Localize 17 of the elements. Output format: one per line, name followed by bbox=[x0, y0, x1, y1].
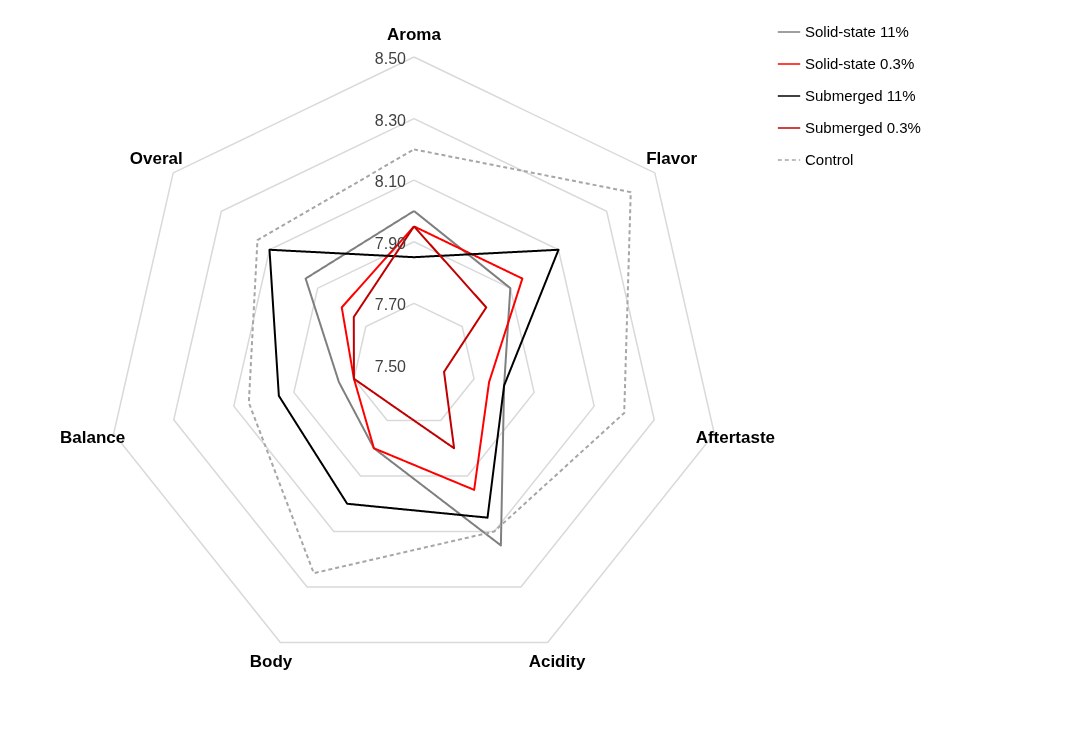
spoke-label: Balance bbox=[60, 428, 126, 448]
y-tick-label: 7.50 bbox=[374, 358, 407, 375]
y-tick-label: 8.30 bbox=[374, 111, 407, 129]
legend-label: Submerged 0.3% bbox=[805, 119, 921, 136]
legend-label: Submerged 11% bbox=[805, 87, 916, 104]
spoke-label: Flavor bbox=[646, 149, 698, 169]
legend-label: Solid-state 11% bbox=[805, 23, 909, 40]
spoke-label: Aftertaste bbox=[695, 428, 776, 448]
spoke-label: Aroma bbox=[387, 25, 442, 45]
y-tick-label: 7.70 bbox=[374, 296, 407, 314]
spoke-label: Acidity bbox=[528, 651, 586, 671]
y-tick-label: 8.50 bbox=[374, 49, 407, 67]
y-tick-label: 8.10 bbox=[374, 173, 407, 191]
legend-label: Control bbox=[805, 151, 854, 168]
legend-label: Solid-state 0.3% bbox=[805, 55, 915, 72]
spoke-label: Body bbox=[249, 651, 293, 671]
spoke-label: Overal bbox=[129, 149, 183, 169]
